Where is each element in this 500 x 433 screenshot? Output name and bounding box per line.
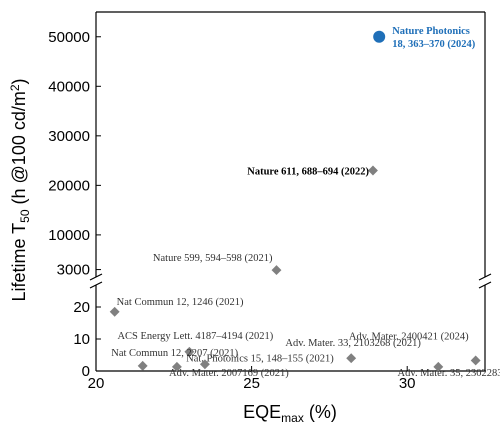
- y-tick-label: 30000: [48, 128, 90, 145]
- x-tick-label: 30: [399, 375, 416, 392]
- data-point: [109, 306, 120, 317]
- point-label: Nature 599, 594–598 (2021): [153, 253, 273, 264]
- axis-ticks: 20 25 30 0 10 20 3000 10000 20000 30000 40000 50000: [48, 29, 415, 392]
- y-tick-label: 20000: [48, 177, 90, 194]
- x-tick-label: 20: [88, 375, 105, 392]
- y-tick-label: 40000: [48, 78, 90, 95]
- data-point: [271, 265, 282, 276]
- point-label-line2: 18, 363–370 (2024): [392, 39, 476, 50]
- point-label: Adv. Mater. 35, 2302283 (2023): [398, 368, 500, 379]
- point-label: Nature Photonics: [392, 26, 470, 37]
- y-tick-label: 0: [82, 363, 90, 380]
- axis-break-mark: [478, 273, 492, 281]
- data-point: [199, 359, 210, 370]
- point-label: Adv. Mater. 2007169 (2021): [169, 368, 289, 379]
- data-point: [137, 360, 148, 371]
- data-points: [109, 30, 481, 372]
- plot-frame: [89, 11, 492, 372]
- y-axis-title: Lifetime T50 (h @100 cd/m2): [8, 78, 32, 301]
- y-tick-label: 3000: [57, 262, 90, 279]
- point-label: Nat Commun 12, 2207 (2021): [111, 348, 238, 359]
- data-point: [184, 346, 195, 357]
- data-point: [171, 361, 182, 372]
- point-label: Nat Commun 12, 1246 (2021): [117, 297, 244, 308]
- data-point: [368, 165, 378, 176]
- point-label: Adv. Mater. 2400421 (2024): [349, 331, 469, 342]
- x-axis-title: EQEmax (%): [243, 402, 337, 425]
- axis-break-mark: [478, 281, 492, 289]
- point-label: ACS Energy Lett. 4187–4194 (2021): [117, 331, 273, 342]
- point-label: Adv. Mater. 33, 2103268 (2021): [285, 338, 421, 349]
- point-label: Nat. Photonics 15, 148–155 (2021): [186, 353, 334, 364]
- y-tick-label: 10000: [48, 227, 90, 244]
- data-point-highlight: [373, 30, 386, 43]
- y-tick-label: 20: [73, 299, 90, 316]
- point-annotations: Nature Photonics 18, 363–370 (2024) Nature…: [111, 26, 500, 379]
- axis-break-mark: [89, 273, 103, 281]
- axis-break-mark: [89, 281, 103, 289]
- data-point: [433, 361, 444, 372]
- point-label: Nature 611, 688–694 (2022): [247, 167, 369, 178]
- y-tick-label: 50000: [48, 29, 90, 46]
- data-point: [346, 353, 357, 364]
- y-tick-label: 10: [73, 331, 90, 348]
- data-point: [470, 355, 481, 366]
- x-tick-label: 25: [243, 375, 260, 392]
